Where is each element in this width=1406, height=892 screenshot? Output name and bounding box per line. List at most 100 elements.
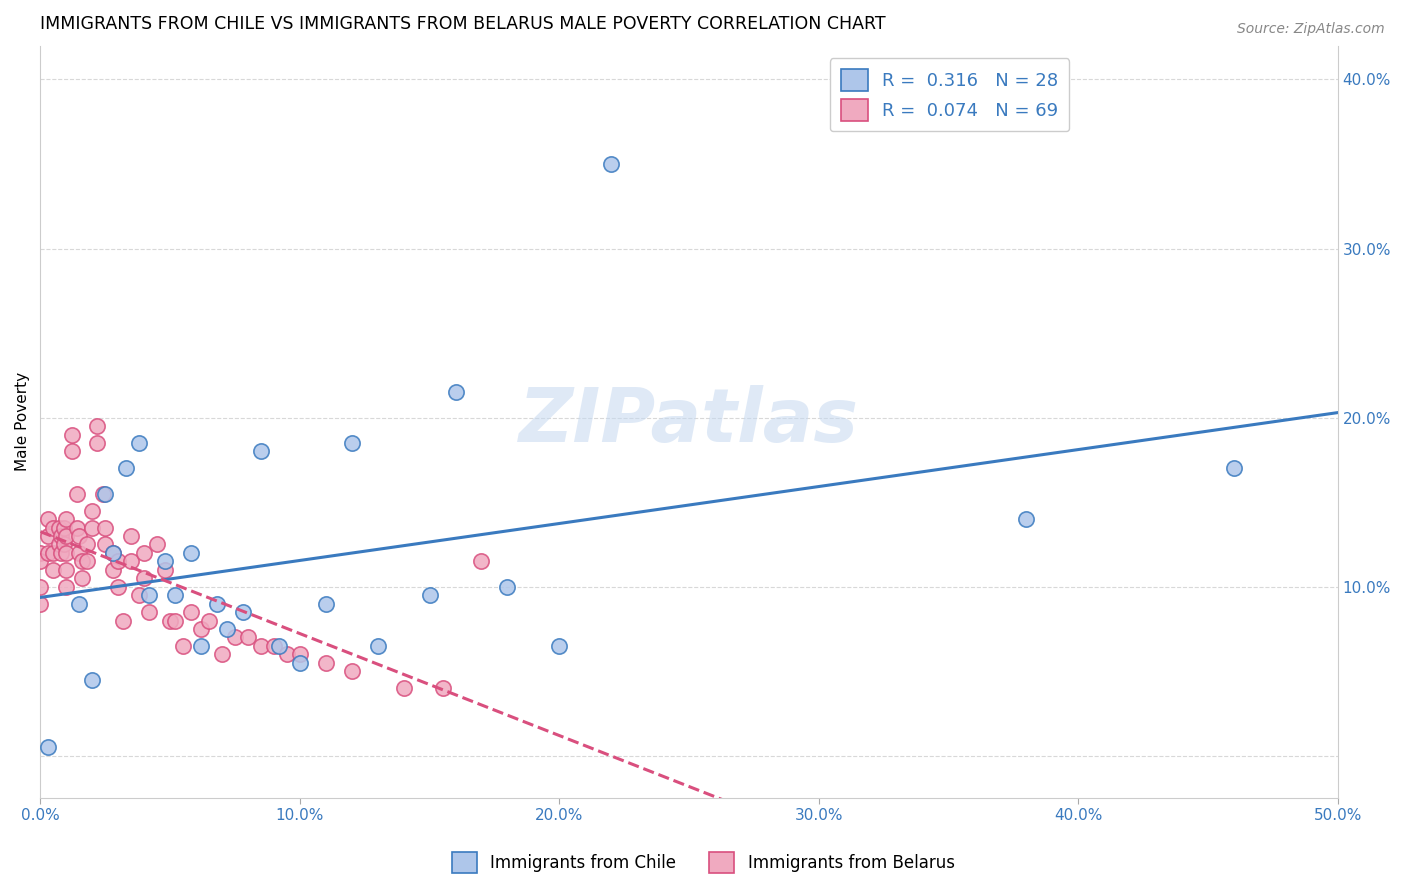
- Point: [30, 546, 52, 560]
- Point: [101, 563, 124, 577]
- Point: [367, 639, 389, 653]
- Text: Source: ZipAtlas.com: Source: ZipAtlas.com: [1237, 22, 1385, 37]
- Point: [67, 546, 90, 560]
- Point: [101, 546, 124, 560]
- Point: [82, 520, 104, 534]
- Point: [30, 580, 52, 594]
- Point: [1015, 512, 1038, 526]
- Legend: Immigrants from Chile, Immigrants from Belarus: Immigrants from Chile, Immigrants from B…: [444, 846, 962, 880]
- Point: [120, 554, 142, 568]
- Point: [190, 639, 212, 653]
- Point: [55, 580, 77, 594]
- Point: [55, 563, 77, 577]
- Point: [211, 648, 233, 662]
- Point: [37, 546, 59, 560]
- Point: [67, 597, 90, 611]
- Point: [66, 520, 89, 534]
- Point: [48, 520, 70, 534]
- Point: [288, 656, 311, 670]
- Point: [107, 580, 129, 594]
- Point: [55, 546, 77, 560]
- Point: [55, 512, 77, 526]
- Point: [52, 520, 75, 534]
- Point: [128, 588, 150, 602]
- Point: [128, 436, 150, 450]
- Point: [37, 529, 59, 543]
- Point: [153, 563, 176, 577]
- Point: [52, 537, 75, 551]
- Point: [51, 529, 73, 543]
- Point: [67, 529, 90, 543]
- Point: [288, 648, 311, 662]
- Point: [37, 740, 59, 755]
- Point: [42, 520, 65, 534]
- Point: [432, 681, 454, 695]
- Point: [66, 487, 89, 501]
- Point: [1223, 461, 1246, 475]
- Point: [60, 427, 83, 442]
- Point: [198, 614, 221, 628]
- Point: [76, 537, 98, 551]
- Point: [134, 571, 156, 585]
- Point: [94, 520, 117, 534]
- Point: [315, 656, 337, 670]
- Point: [165, 614, 187, 628]
- Point: [107, 554, 129, 568]
- Point: [101, 546, 124, 560]
- Point: [82, 673, 104, 687]
- Point: [180, 605, 202, 619]
- Point: [115, 461, 138, 475]
- Point: [496, 580, 519, 594]
- Point: [82, 503, 104, 517]
- Point: [548, 639, 571, 653]
- Point: [48, 537, 70, 551]
- Point: [217, 622, 239, 636]
- Point: [94, 537, 117, 551]
- Point: [55, 529, 77, 543]
- Point: [470, 554, 492, 568]
- Point: [250, 639, 273, 653]
- Point: [120, 529, 142, 543]
- Point: [444, 385, 467, 400]
- Point: [263, 639, 285, 653]
- Point: [269, 639, 291, 653]
- Point: [134, 546, 156, 560]
- Point: [37, 512, 59, 526]
- Point: [159, 614, 181, 628]
- Point: [86, 436, 108, 450]
- Point: [30, 554, 52, 568]
- Point: [91, 487, 114, 501]
- Point: [236, 631, 259, 645]
- Point: [224, 631, 246, 645]
- Point: [340, 436, 363, 450]
- Point: [94, 487, 117, 501]
- Point: [180, 546, 202, 560]
- Point: [315, 597, 337, 611]
- Point: [190, 622, 212, 636]
- Point: [76, 554, 98, 568]
- Point: [42, 546, 65, 560]
- Point: [112, 614, 135, 628]
- Point: [250, 444, 273, 458]
- Point: [419, 588, 441, 602]
- Point: [70, 554, 93, 568]
- Point: [153, 554, 176, 568]
- Point: [205, 597, 228, 611]
- Point: [86, 419, 108, 434]
- Point: [172, 639, 194, 653]
- Point: [232, 605, 254, 619]
- Point: [42, 563, 65, 577]
- Point: [60, 444, 83, 458]
- Legend: R =  0.316   N = 28, R =  0.074   N = 69: R = 0.316 N = 28, R = 0.074 N = 69: [830, 59, 1069, 131]
- Point: [600, 157, 623, 171]
- Point: [276, 648, 298, 662]
- Point: [165, 588, 187, 602]
- Y-axis label: Male Poverty: Male Poverty: [15, 372, 30, 472]
- Point: [146, 537, 169, 551]
- Point: [138, 588, 160, 602]
- Text: IMMIGRANTS FROM CHILE VS IMMIGRANTS FROM BELARUS MALE POVERTY CORRELATION CHART: IMMIGRANTS FROM CHILE VS IMMIGRANTS FROM…: [41, 15, 886, 33]
- Text: ZIPatlas: ZIPatlas: [519, 385, 859, 458]
- Point: [30, 597, 52, 611]
- Point: [138, 605, 160, 619]
- Point: [392, 681, 415, 695]
